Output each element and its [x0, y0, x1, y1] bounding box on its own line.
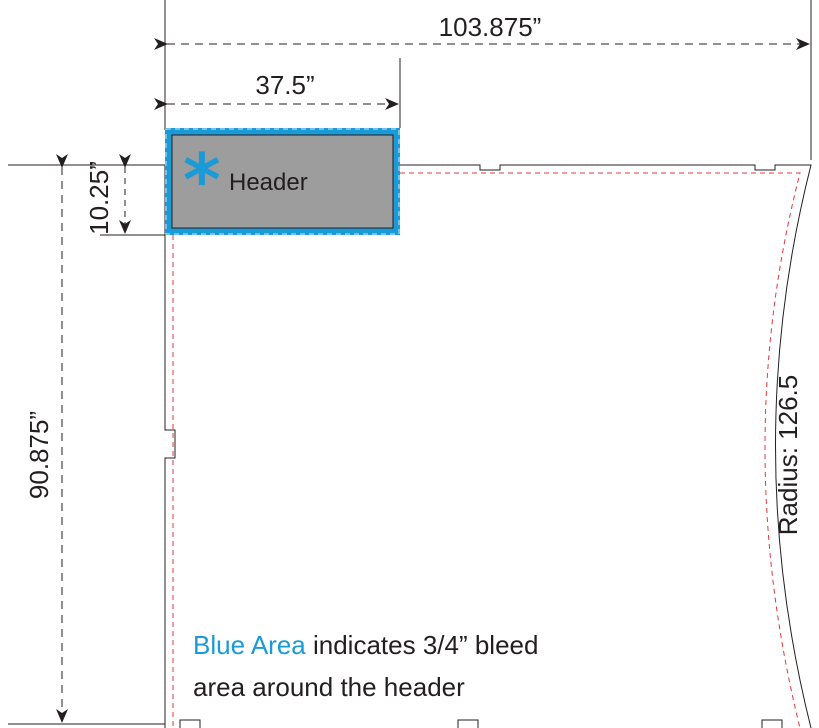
header-bleed-dash	[165, 128, 400, 235]
trim-line	[172, 172, 801, 728]
bleed-note-rest: indicates 3/4” bleed	[306, 630, 539, 660]
header-panel	[171, 134, 394, 229]
header-label: Header	[229, 169, 308, 196]
header-height-label: 10.25”	[84, 161, 114, 235]
bleed-note-line-1: Blue Area indicates 3/4” bleed	[193, 630, 538, 660]
bleed-note-line-2: area around the header	[193, 672, 465, 702]
radius-label: Radius: 126.5	[773, 375, 803, 535]
total-width-label: 103.875”	[439, 12, 542, 42]
bottom-tab-3	[761, 719, 783, 728]
total-height-label: 90.875”	[24, 411, 54, 499]
asterisk-icon: *	[183, 138, 221, 222]
bottom-tab-2	[457, 719, 479, 728]
bleed-note-highlight: Blue Area	[193, 630, 306, 660]
bottom-tab-1	[179, 719, 201, 728]
panel-outline	[164, 164, 812, 728]
header-width-label: 37.5”	[255, 70, 314, 100]
